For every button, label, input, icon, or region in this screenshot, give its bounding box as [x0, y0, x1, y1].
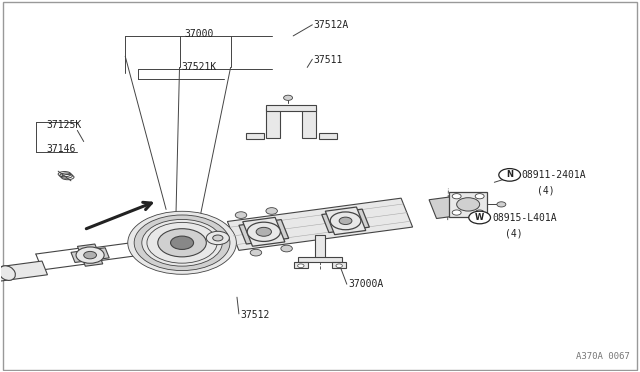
Circle shape — [134, 215, 230, 270]
Circle shape — [452, 194, 461, 199]
Text: 37512: 37512 — [240, 310, 269, 320]
Circle shape — [147, 222, 217, 263]
Circle shape — [84, 251, 97, 259]
Circle shape — [457, 198, 479, 211]
Ellipse shape — [0, 266, 15, 280]
Text: 37000A: 37000A — [349, 279, 384, 289]
Circle shape — [250, 249, 262, 256]
Polygon shape — [77, 244, 103, 266]
Circle shape — [158, 229, 206, 257]
Circle shape — [475, 194, 484, 199]
Polygon shape — [449, 192, 487, 217]
Polygon shape — [302, 108, 316, 138]
Polygon shape — [266, 105, 316, 112]
Polygon shape — [71, 248, 109, 263]
Polygon shape — [246, 133, 264, 139]
Circle shape — [206, 231, 229, 245]
Circle shape — [150, 224, 214, 262]
Circle shape — [298, 264, 304, 267]
Circle shape — [281, 245, 292, 252]
Circle shape — [171, 236, 193, 250]
Circle shape — [452, 210, 461, 215]
Circle shape — [236, 212, 247, 218]
Text: 37146: 37146 — [47, 144, 76, 154]
Polygon shape — [243, 217, 285, 246]
Polygon shape — [266, 108, 280, 138]
Text: (4): (4) — [537, 186, 555, 195]
Text: 37521K: 37521K — [181, 62, 216, 73]
Circle shape — [266, 208, 277, 214]
Circle shape — [284, 95, 292, 100]
Polygon shape — [325, 207, 366, 235]
Polygon shape — [315, 235, 325, 258]
Polygon shape — [429, 196, 467, 218]
Polygon shape — [0, 261, 47, 282]
Text: (4): (4) — [505, 228, 523, 238]
Polygon shape — [332, 262, 346, 268]
Circle shape — [336, 264, 342, 267]
Text: 37512A: 37512A — [314, 20, 349, 30]
Polygon shape — [239, 219, 289, 244]
Polygon shape — [294, 262, 308, 268]
Circle shape — [212, 235, 223, 241]
Circle shape — [247, 222, 280, 241]
Circle shape — [76, 247, 104, 263]
Circle shape — [142, 219, 222, 266]
Text: 37125K: 37125K — [47, 120, 82, 130]
Polygon shape — [322, 209, 369, 232]
Text: 08911-2401A: 08911-2401A — [521, 170, 586, 180]
Circle shape — [475, 210, 484, 215]
Circle shape — [128, 211, 236, 274]
Polygon shape — [227, 198, 413, 250]
Circle shape — [330, 212, 361, 230]
Text: 37000: 37000 — [184, 29, 213, 39]
Polygon shape — [298, 257, 342, 262]
Text: A370A 0067: A370A 0067 — [576, 352, 630, 361]
Circle shape — [256, 227, 271, 236]
Text: W: W — [475, 213, 484, 222]
Text: 37511: 37511 — [314, 55, 343, 65]
Text: 08915-L401A: 08915-L401A — [492, 212, 557, 222]
Circle shape — [497, 202, 506, 207]
Text: N: N — [506, 170, 513, 179]
Polygon shape — [319, 133, 337, 139]
Circle shape — [468, 211, 490, 224]
Circle shape — [499, 169, 520, 181]
Circle shape — [339, 217, 352, 225]
